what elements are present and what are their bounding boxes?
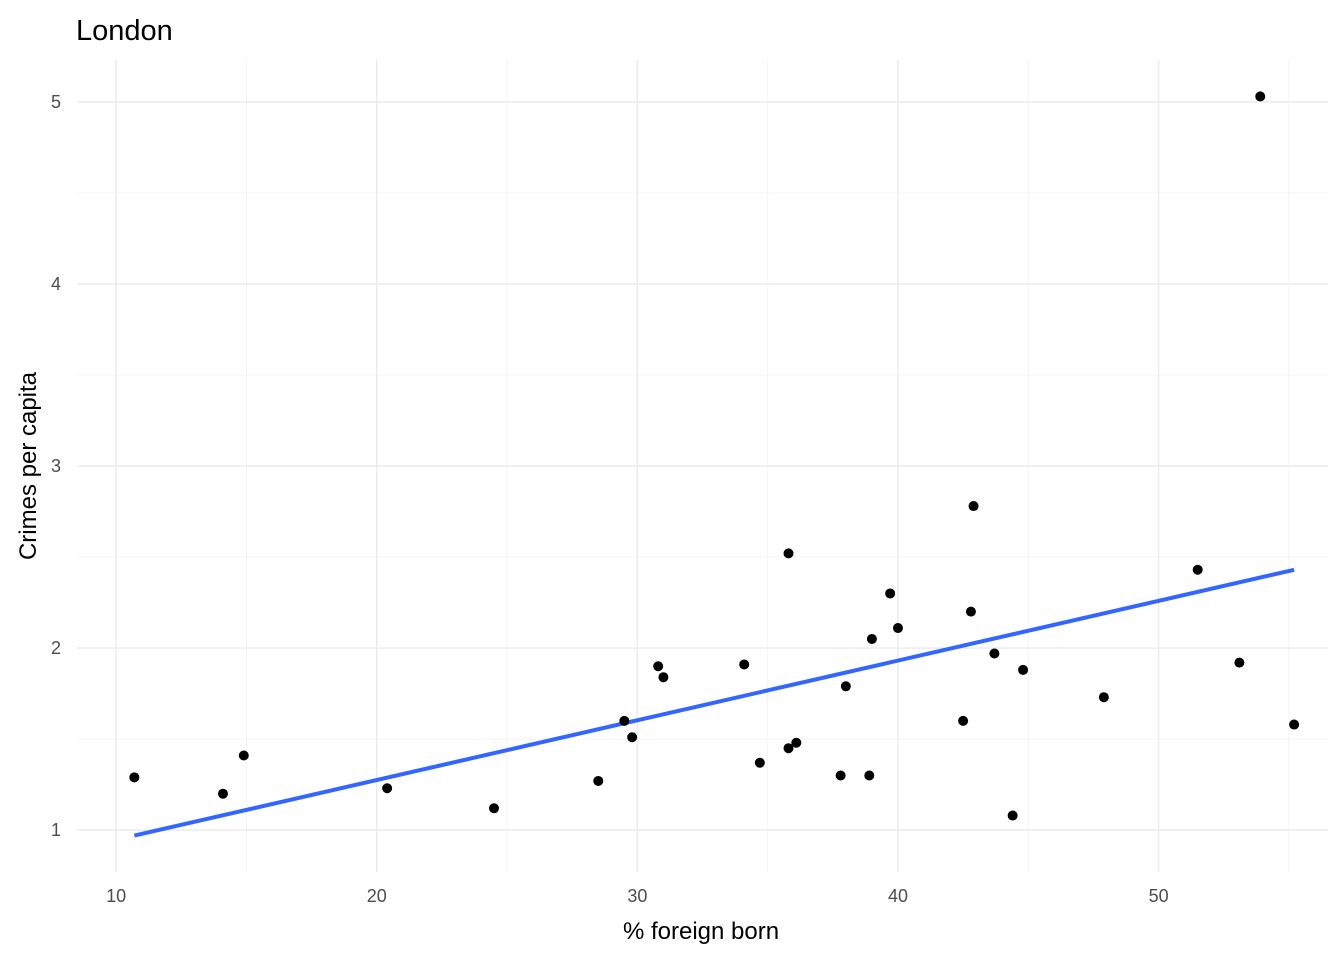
data-point bbox=[958, 715, 969, 726]
data-point bbox=[489, 803, 499, 814]
data-point bbox=[840, 681, 851, 692]
data-point bbox=[866, 633, 877, 644]
data-point bbox=[1098, 692, 1109, 703]
data-point bbox=[1018, 664, 1029, 675]
x-tick-label: 20 bbox=[367, 886, 387, 906]
x-axis-title: % foreign born bbox=[623, 918, 779, 945]
data-point bbox=[1234, 657, 1245, 668]
x-tick-label: 10 bbox=[106, 886, 126, 906]
data-point bbox=[129, 772, 140, 783]
x-tick-label: 40 bbox=[888, 886, 908, 906]
trend-line bbox=[133, 567, 1295, 838]
data-point bbox=[627, 732, 638, 743]
data-point bbox=[619, 715, 630, 726]
y-axis-title: Crimes per capita bbox=[15, 371, 42, 560]
data-point bbox=[864, 770, 875, 781]
data-point bbox=[783, 548, 794, 559]
data-point bbox=[1255, 91, 1266, 102]
y-tick-label: 5 bbox=[51, 92, 61, 112]
y-tick-label: 1 bbox=[51, 820, 61, 840]
data-point bbox=[382, 783, 393, 794]
data-point bbox=[885, 588, 896, 599]
data-point bbox=[968, 501, 979, 512]
data-point bbox=[1289, 719, 1300, 730]
data-point bbox=[238, 750, 249, 761]
data-point bbox=[658, 672, 669, 683]
data-point bbox=[653, 661, 664, 672]
data-points bbox=[129, 91, 1300, 821]
data-point bbox=[965, 606, 976, 617]
data-point bbox=[835, 770, 846, 781]
data-point bbox=[791, 737, 802, 748]
x-tick-label: 50 bbox=[1149, 886, 1169, 906]
data-point bbox=[1007, 810, 1018, 821]
chart-title: London bbox=[76, 15, 173, 47]
data-point bbox=[217, 788, 228, 799]
data-point bbox=[593, 775, 604, 786]
x-tick-label: 30 bbox=[627, 886, 647, 906]
data-point bbox=[892, 623, 903, 634]
y-axis-ticks: 1 2 3 4 5 bbox=[51, 92, 61, 840]
major-gridlines bbox=[77, 60, 1328, 872]
data-point bbox=[1192, 564, 1203, 575]
data-point bbox=[739, 659, 750, 670]
data-point bbox=[754, 757, 765, 768]
data-point bbox=[989, 648, 1000, 659]
y-tick-label: 2 bbox=[51, 638, 61, 658]
x-axis-ticks: 10 20 30 40 50 bbox=[106, 886, 1169, 906]
y-tick-label: 4 bbox=[51, 274, 61, 294]
data-point bbox=[783, 743, 794, 754]
y-tick-label: 3 bbox=[51, 456, 61, 476]
